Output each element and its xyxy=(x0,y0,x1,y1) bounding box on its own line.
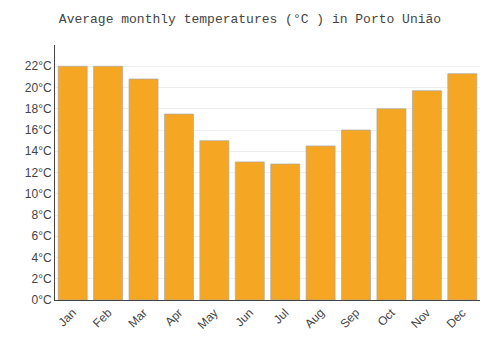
svg-text:0°C: 0°C xyxy=(31,293,51,307)
svg-text:14°C: 14°C xyxy=(25,144,52,158)
svg-text:6°C: 6°C xyxy=(31,229,51,243)
svg-text:Aug: Aug xyxy=(302,306,327,331)
svg-text:10°C: 10°C xyxy=(25,187,52,201)
svg-text:8°C: 8°C xyxy=(31,208,51,222)
svg-text:16°C: 16°C xyxy=(25,123,52,137)
svg-text:12°C: 12°C xyxy=(25,166,52,180)
svg-text:Mar: Mar xyxy=(125,306,150,331)
svg-text:Dec: Dec xyxy=(444,306,469,331)
svg-text:Jun: Jun xyxy=(233,306,257,330)
svg-text:Jul: Jul xyxy=(271,306,292,327)
svg-text:18°C: 18°C xyxy=(25,102,52,116)
svg-text:20°C: 20°C xyxy=(25,81,52,95)
svg-text:May: May xyxy=(195,306,221,332)
svg-text:4°C: 4°C xyxy=(31,251,51,265)
svg-text:Oct: Oct xyxy=(375,305,399,329)
svg-text:Apr: Apr xyxy=(162,306,185,329)
svg-text:2°C: 2°C xyxy=(31,272,51,286)
svg-text:22°C: 22°C xyxy=(25,59,52,73)
svg-text:Nov: Nov xyxy=(408,306,433,331)
svg-text:Jan: Jan xyxy=(55,306,79,330)
svg-text:Feb: Feb xyxy=(90,306,115,331)
svg-text:Sep: Sep xyxy=(337,306,362,331)
svg-text:Average monthly temperatures (: Average monthly temperatures (°C ) in Po… xyxy=(59,12,441,27)
